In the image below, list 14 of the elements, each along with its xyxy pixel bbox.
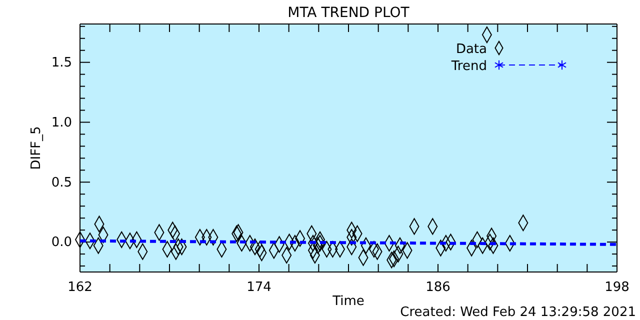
x-tick-label: 162 (68, 280, 92, 296)
chart-title: MTA TREND PLOT (288, 5, 410, 21)
x-tick-label: 198 (604, 280, 630, 296)
x-axis-title: Time (332, 294, 364, 309)
legend-label: Data (456, 42, 487, 57)
y-axis-title: DIFF_5 (29, 126, 44, 170)
y-tick-label: 1.5 (51, 56, 72, 70)
y-tick-label: 0.5 (51, 175, 72, 190)
x-tick-label: 186 (426, 280, 450, 296)
x-tick-label: 174 (246, 280, 272, 296)
y-tick-label: 0.0 (51, 235, 72, 250)
text: Created: Wed Feb 24 13:29:58 2021 (400, 305, 636, 320)
legend-label: Trend (450, 59, 487, 74)
y-tick-label: 1.0 (51, 115, 72, 130)
